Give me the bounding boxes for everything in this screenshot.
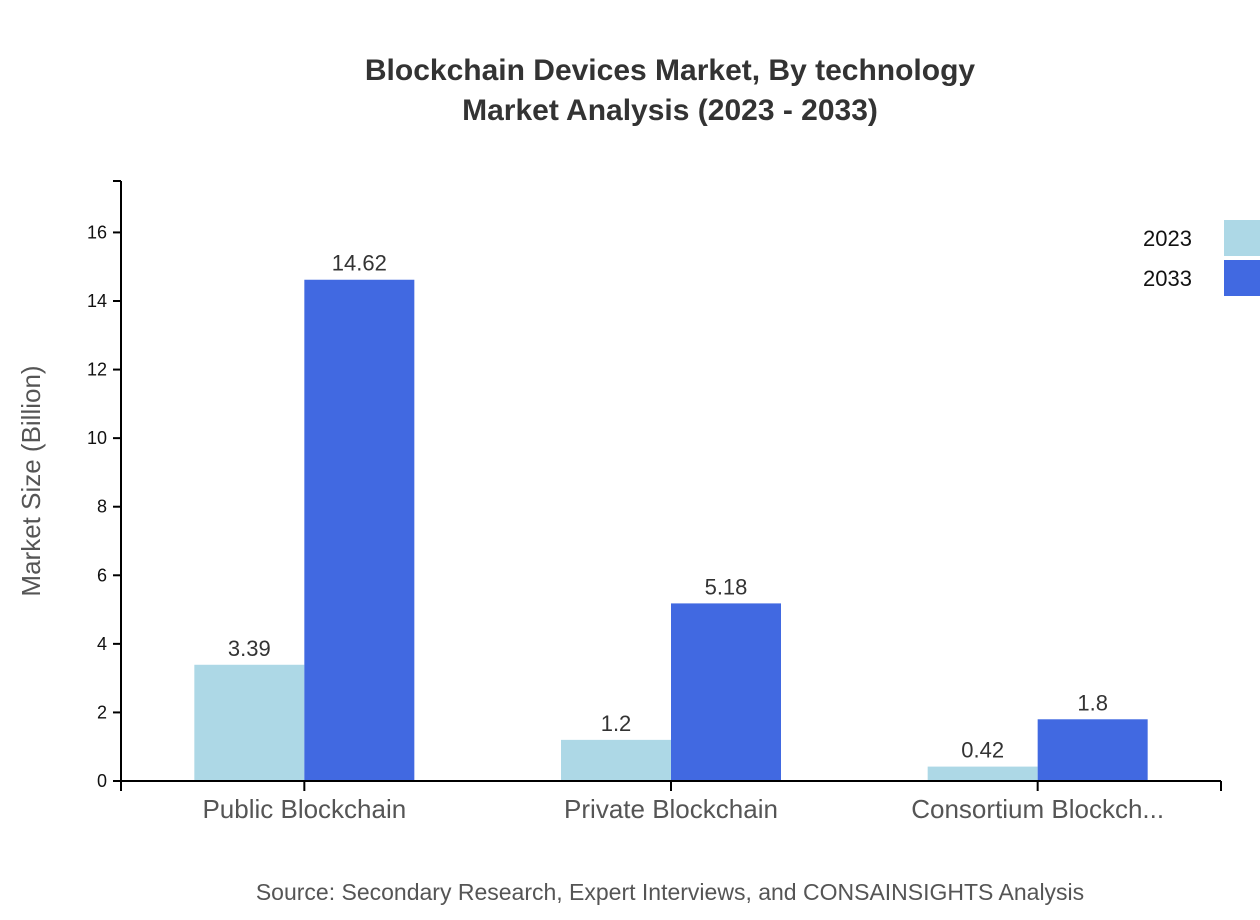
x-axis: Public Blockchain Private Blockchain Conso… [120, 780, 1222, 824]
data-label: 1.2 [601, 711, 632, 736]
chart-subtitle: Market Analysis (2023 - 2033) [462, 94, 878, 127]
bar-2023 [561, 739, 671, 781]
bar-2033 [671, 603, 781, 781]
bar-2023 [194, 664, 305, 781]
x-tick-label: Private Blockchain [564, 794, 778, 824]
data-label: 5.18 [705, 574, 748, 599]
bar-2033 [1037, 719, 1148, 781]
x-tick-label: Consortium Blockch... [911, 794, 1164, 824]
legend-label: 2033 [1143, 266, 1192, 291]
y-tick-label: 8 [97, 497, 107, 517]
legend-swatch [1224, 220, 1260, 256]
y-tick-label: 0 [97, 771, 107, 791]
y-axis: 0 2 4 6 8 10 12 14 16 [87, 180, 122, 791]
bar-2023 [927, 766, 1038, 781]
legend-label: 2023 [1143, 226, 1192, 251]
legend: 2023 2033 [1143, 220, 1260, 296]
x-tick-label: Public Blockchain [202, 794, 406, 824]
y-tick-label: 16 [87, 222, 107, 242]
data-label: 14.62 [332, 251, 387, 276]
data-label: 1.8 [1077, 690, 1108, 715]
chart-title: Blockchain Devices Market, By technology [365, 54, 976, 87]
y-axis-label: Market Size (Billion) [16, 365, 46, 596]
bar-2033 [304, 279, 415, 781]
y-tick-label: 2 [97, 702, 107, 722]
data-label: 3.39 [228, 636, 271, 661]
legend-swatch [1224, 260, 1260, 296]
y-tick-label: 12 [87, 360, 107, 380]
y-tick-label: 4 [97, 634, 107, 654]
y-tick-label: 10 [87, 428, 107, 448]
source-note: Source: Secondary Research, Expert Inter… [256, 879, 1084, 905]
y-tick-label: 6 [97, 565, 107, 585]
data-label: 0.42 [961, 738, 1004, 763]
bars: 3.39 14.62 1.2 5.18 0.42 1.8 [194, 251, 1148, 781]
y-tick-label: 14 [87, 291, 107, 311]
